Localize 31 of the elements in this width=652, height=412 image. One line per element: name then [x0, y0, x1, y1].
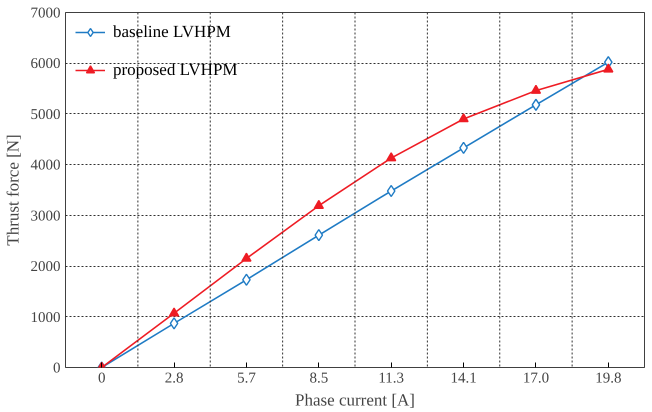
x-tick-label: 17.0 — [522, 370, 550, 386]
x-tick-label: 14.1 — [450, 370, 477, 386]
x-axis-title: Phase current [A] — [295, 390, 415, 410]
y-tick-label: 2000 — [30, 259, 60, 276]
point — [386, 184, 396, 198]
point — [532, 98, 540, 111]
legend-label: proposed LVHPM — [113, 60, 238, 80]
x-tick-label: 5.7 — [237, 370, 256, 386]
x-tick-label: 8.5 — [309, 370, 328, 386]
point — [458, 113, 469, 122]
point — [530, 84, 542, 94]
x-tick-label: 2.8 — [164, 370, 184, 386]
point — [386, 152, 396, 162]
y-tick-label: 6000 — [30, 56, 60, 72]
y-tick-label: 1000 — [30, 310, 60, 326]
y-tick-label: 3000 — [30, 208, 60, 224]
point — [242, 274, 251, 286]
point — [314, 200, 324, 210]
point — [603, 63, 614, 73]
x-tick-label: 19.8 — [595, 370, 622, 386]
legend-label: baseline LVHPM — [113, 22, 231, 42]
y-tick-label: 5000 — [30, 106, 60, 123]
x-tick-label: 11.3 — [378, 370, 404, 386]
y-tick-label: 4000 — [30, 158, 60, 174]
y-axis-title: Thrust force [N] — [4, 134, 22, 246]
y-tick-label: 7000 — [30, 6, 60, 22]
x-tick-label: 0 — [98, 370, 106, 386]
point — [168, 307, 180, 317]
point — [241, 252, 252, 262]
y-tick-label: 0 — [53, 360, 60, 376]
point — [314, 228, 324, 242]
